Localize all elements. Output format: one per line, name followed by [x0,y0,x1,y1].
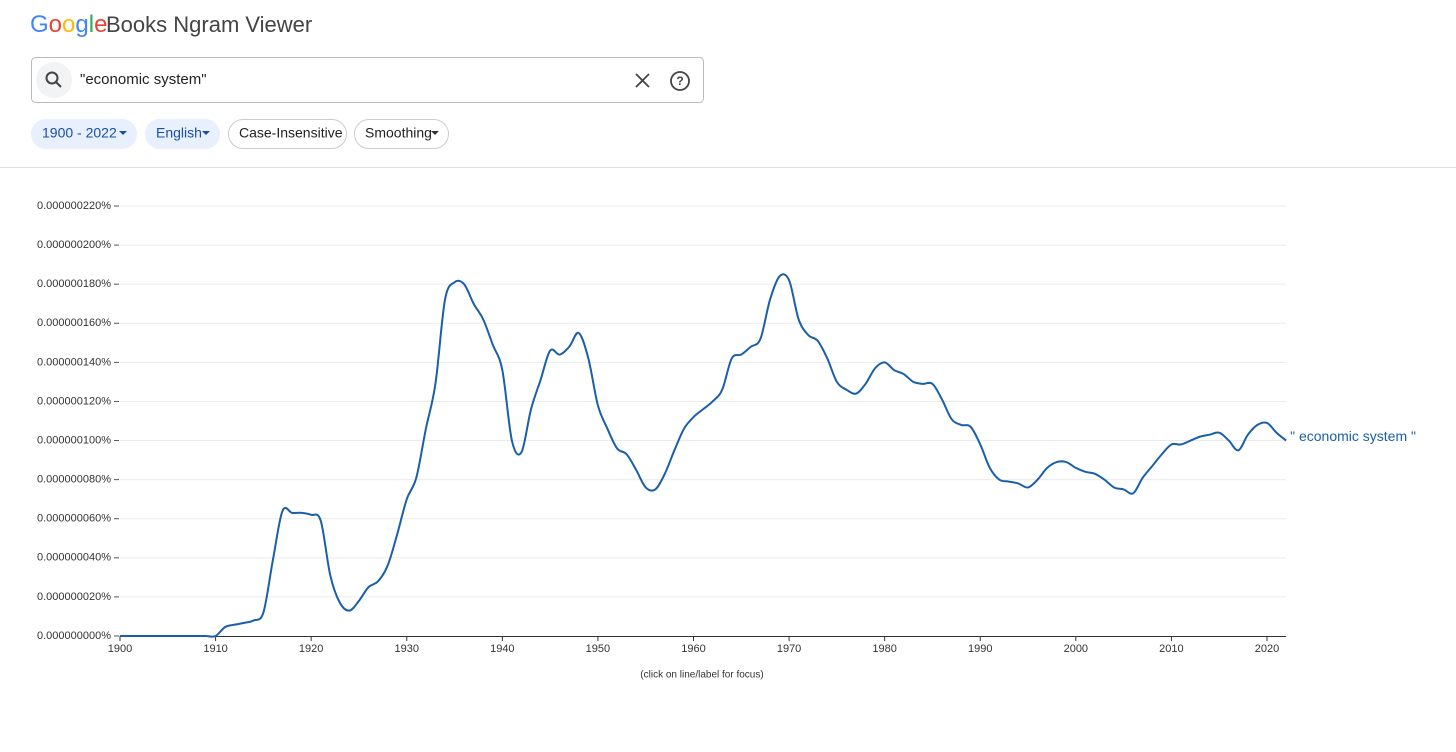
search-icon[interactable] [45,71,62,88]
dropdown-caret [202,131,210,135]
logo: Google [30,11,107,38]
filter-chip[interactable] [145,119,220,149]
dropdown-caret [119,131,127,135]
y-tick-label: 0.000000180% [37,278,111,290]
x-tick-label: 1930 [395,643,419,655]
y-tick-label: 0.000000020% [37,591,111,603]
chart-note: (click on line/label for focus) [640,670,763,681]
filters: 1900 - 2022 English Case-Insensitive Smooth… [31,119,449,149]
filter-label[interactable]: 1900 - 2022 [42,125,117,141]
x-tick-label: 2020 [1255,643,1279,655]
x-tick-label: 1910 [203,643,227,655]
x-tick-label: 2000 [1064,643,1088,655]
clear-icon[interactable] [635,73,650,88]
filter-chip[interactable] [31,119,137,149]
x-tick-label: 1980 [872,643,896,655]
x-tick-label: 1920 [299,643,323,655]
y-tick-label: 0.000000140% [37,356,111,368]
series-label[interactable]: " economic system " [1290,428,1416,444]
y-tick-label: 0.000000160% [37,317,111,329]
y-tick-label: 0.000000220% [37,200,111,212]
series-line[interactable] [120,273,1287,638]
search-icon-bg [36,62,72,98]
x-tick-label: 1960 [681,643,705,655]
chart: 0.000000000% 0.000000020% 0.000000040% 0.00… [37,200,1416,681]
y-tick-label: 0.000000000% [37,630,111,642]
search-box[interactable] [31,57,704,103]
y-tick-label: 0.000000200% [37,239,111,251]
x-tick-label: 1950 [586,643,610,655]
y-tick-label: 0.000000040% [37,552,111,564]
x-tick-label: 1970 [777,643,801,655]
y-tick-label: 0.000000100% [37,434,111,446]
app-title: Books Ngram Viewer [106,12,312,37]
filter-chip[interactable] [354,119,449,149]
dropdown-caret [431,131,439,135]
y-tick-label: 0.000000080% [37,474,111,486]
y-tick-label: 0.000000060% [37,513,111,525]
filter-label[interactable]: English [156,125,202,141]
search-query[interactable]: "economic system" [80,71,207,88]
y-tick-label: 0.000000120% [37,395,111,407]
help-icon[interactable]: ? [670,71,690,91]
x-tick-label: 2010 [1159,643,1183,655]
x-tick-label: 1990 [968,643,992,655]
filter-label[interactable]: Smoothing [365,125,432,141]
svg-text:?: ? [676,74,683,88]
filter-label[interactable]: Case-Insensitive [239,125,343,141]
filter-chip[interactable] [228,119,347,149]
x-tick-label: 1940 [490,643,514,655]
x-tick-label: 1900 [108,643,132,655]
